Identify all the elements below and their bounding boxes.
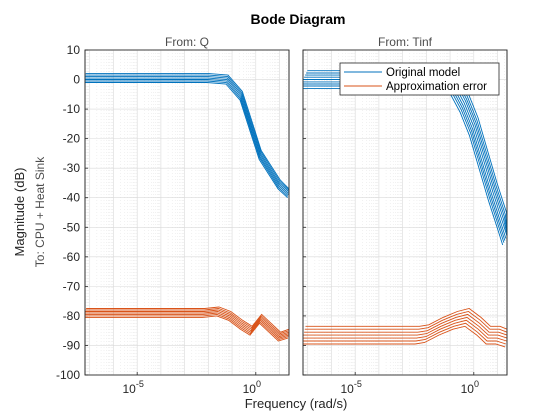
- y-tick-label: -80: [63, 309, 81, 323]
- y-tick-label: -40: [63, 191, 81, 205]
- y-tick-label: -10: [63, 102, 81, 116]
- x-tick-label: 10-5: [122, 379, 143, 396]
- y-tick-label: 10: [67, 43, 81, 57]
- panel-subtitle: From: Q: [165, 35, 209, 49]
- original-model-line: [85, 77, 289, 194]
- plot-frame: [302, 49, 508, 376]
- approximation-error-line: [85, 311, 290, 338]
- y-tick-label: -60: [63, 250, 81, 264]
- y-tick-label: -70: [63, 279, 81, 293]
- x-ticks: 10-5 100: [122, 372, 261, 396]
- approximation-error-line: [305, 308, 508, 330]
- approximation-error-line: [303, 322, 507, 345]
- approximation-error-line: [85, 312, 289, 339]
- y-tick-label: -90: [63, 338, 81, 352]
- plot-area: [84, 49, 290, 376]
- row-label: To: CPU + Heat Sink: [33, 156, 47, 267]
- original-model-line: [85, 80, 289, 197]
- x-axis-label: Frequency (rad/s): [245, 396, 348, 411]
- panel-subtitle: From: Tinf: [378, 35, 433, 49]
- legend: Original model Approximation error: [339, 62, 500, 96]
- chart-title: Bode Diagram: [251, 11, 346, 27]
- approximation-error-line: [303, 319, 507, 342]
- original-model-line: [85, 73, 290, 190]
- y-ticks: 10 0 -10 -20 -30 -40 -50 -60 -70 -80 -90 -100: [56, 43, 80, 382]
- approximation-error-line: [85, 308, 290, 335]
- legend-label-error: Approximation error: [386, 81, 487, 93]
- original-model-line: [85, 74, 290, 191]
- y-tick-label: 0: [73, 73, 80, 87]
- x-tick-label: 100: [243, 379, 261, 396]
- data-lines: [85, 73, 290, 342]
- approximation-error-line: [304, 313, 508, 336]
- y-tick-label: -30: [63, 161, 81, 175]
- y-axis-label: Magnitude (dB): [12, 168, 27, 257]
- legend-label-original: Original model: [386, 67, 460, 79]
- y-tick-label: -20: [63, 132, 81, 146]
- approximation-error-line: [86, 306, 290, 333]
- approximation-error-line: [85, 315, 289, 342]
- y-axis-labels: Magnitude (dB) To: CPU + Heat Sink: [12, 156, 47, 267]
- panel-from-tinf: From: Tinf 10-5 100: [302, 35, 508, 396]
- x-tick-label: 10-5: [340, 379, 361, 396]
- approximation-error-line: [303, 325, 506, 348]
- approximation-error-line: [303, 316, 508, 339]
- y-tick-label: -50: [63, 220, 81, 234]
- original-model-line: [85, 76, 290, 193]
- grid: [85, 49, 289, 376]
- approximation-error-line: [85, 313, 289, 341]
- approximation-error-line: [304, 311, 508, 333]
- original-model-line: [85, 79, 289, 196]
- y-tick-label: -100: [56, 368, 80, 382]
- approximation-error-line: [85, 309, 290, 336]
- panel-from-q: From: Q 100-10-20-30-40-50-60-70-80-90-1…: [56, 35, 290, 396]
- legend-box: [339, 62, 500, 96]
- original-model-line: [85, 82, 288, 199]
- plot-frame: [84, 49, 290, 376]
- x-tick-label: 100: [461, 379, 479, 396]
- x-ticks: 10-5 100: [340, 372, 479, 396]
